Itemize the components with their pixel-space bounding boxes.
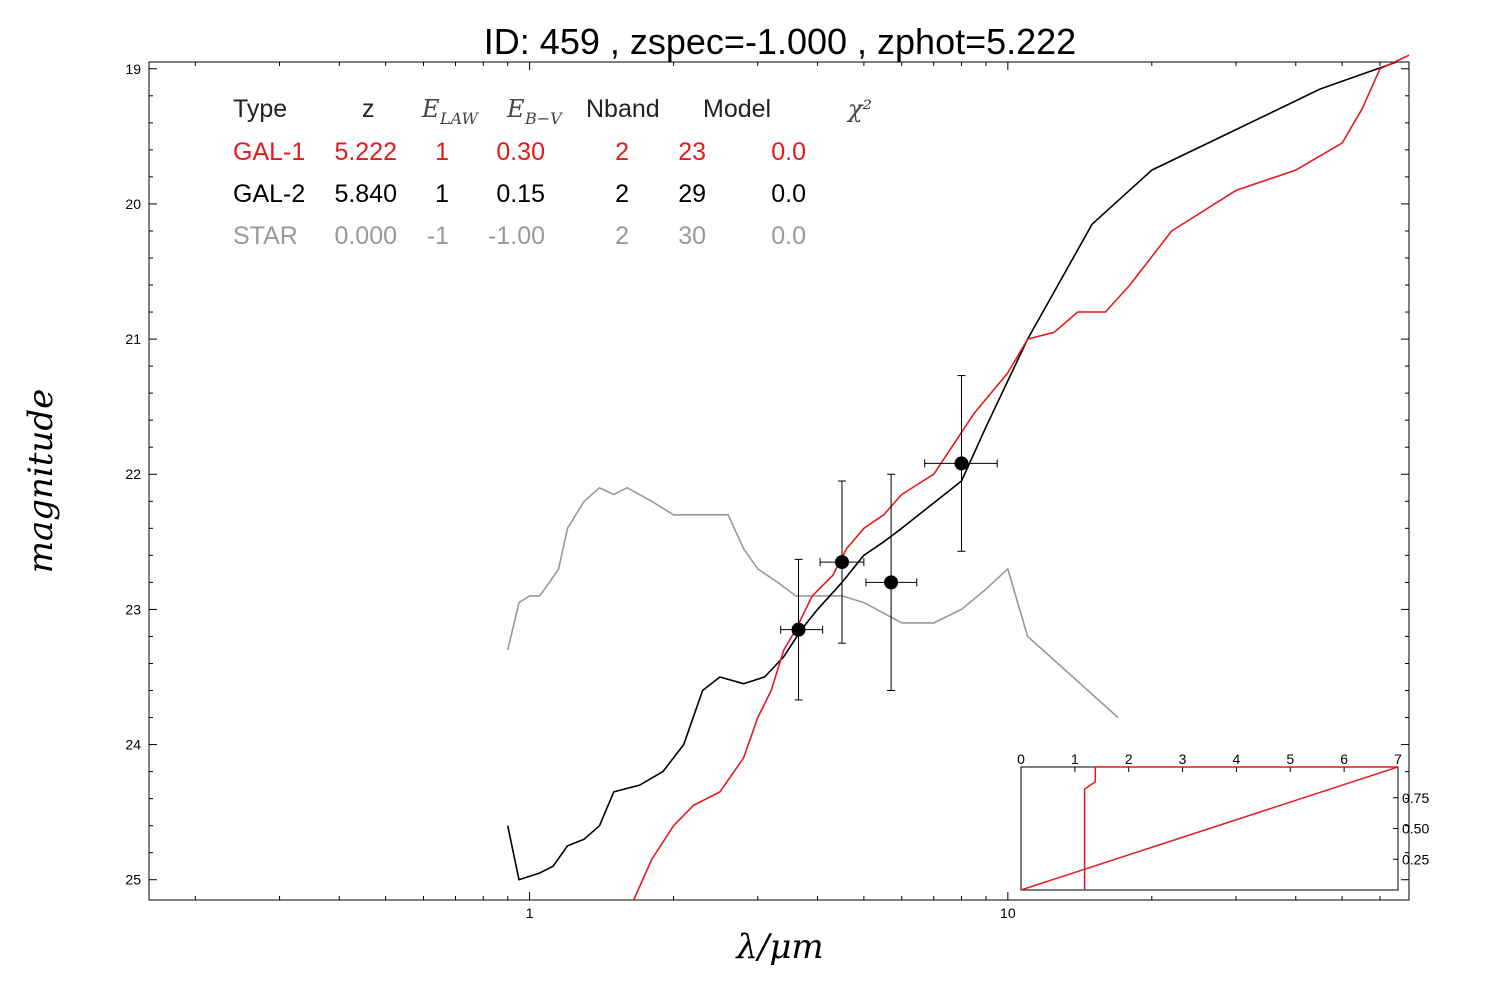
table-cell-model: 23 (678, 138, 706, 166)
header-ebv: E (506, 95, 525, 123)
series-layer (506, 54, 1410, 901)
x-axis-label: λ/μm (734, 927, 823, 967)
x-axis: 1 10 (194, 62, 1381, 921)
y-tick-label: 23 (125, 601, 141, 617)
table-cell-nband: 2 (615, 222, 629, 250)
phot-point (834, 555, 849, 570)
inset-y-tick-label: 0.75 (1402, 790, 1429, 806)
table-cell-elaw: -1 (427, 222, 449, 250)
y-tick-label: 20 (125, 196, 141, 212)
table-cell-type: GAL-2 (233, 180, 305, 208)
inset-line-1 (1020, 766, 1399, 891)
inset-x-tick-label: 7 (1394, 751, 1402, 767)
series-line-gal-1 (632, 54, 1410, 901)
table-cell-model: 29 (678, 180, 706, 208)
table-cell-ebv: 0.15 (496, 180, 545, 208)
table-cell-chi2: 0.0 (771, 222, 806, 250)
inset-x-tick-label: 1 (1071, 751, 1079, 767)
inset-line-2 (1083, 766, 1398, 890)
phot-point (791, 622, 806, 637)
header-chi2: χ² (846, 95, 872, 123)
table-cell-elaw: 1 (435, 138, 449, 166)
y-tick-label: 24 (125, 737, 141, 753)
header-nband: Nband (586, 95, 660, 123)
fit-table: Type z E LAW E B−V Nband Model χ² GAL-1 5… (233, 95, 872, 250)
table-cell-model: 30 (678, 222, 706, 250)
y-axis-label: magnitude (21, 389, 61, 574)
inset-x-tick-label: 3 (1179, 751, 1187, 767)
y-tick-label: 22 (125, 466, 141, 482)
series-line-gal-2 (506, 61, 1397, 881)
table-cell-z: 5.222 (334, 138, 397, 166)
table-cell-z: 0.000 (334, 222, 397, 250)
x-tick-label: 1 (526, 905, 534, 921)
table-rows: GAL-1 5.222 1 0.30 2 23 0.0 GAL-2 5.840 1 0.15 2 29 0… (233, 138, 806, 250)
y-tick-label: 25 (125, 872, 141, 888)
chart-title: ID: 459 , zspec=-1.000 , zphot=5.222 (484, 21, 1076, 62)
inset-x-tick-label: 2 (1125, 751, 1133, 767)
table-cell-ebv: 0.30 (496, 138, 545, 166)
inset-series (1020, 766, 1399, 891)
inset-y-tick-label: 0.25 (1402, 851, 1429, 867)
header-z: z (362, 95, 375, 123)
table-cell-type: STAR (233, 222, 298, 250)
table-cell-nband: 2 (615, 180, 629, 208)
table-cell-nband: 2 (615, 138, 629, 166)
x-tick-label: 10 (1000, 905, 1016, 921)
plot-frame (148, 61, 1410, 901)
table-cell-type: GAL-1 (233, 138, 305, 166)
table-cell-ebv: -1.00 (488, 222, 545, 250)
header-elaw-sub: LAW (439, 109, 480, 128)
table-cell-elaw: 1 (435, 180, 449, 208)
header-model: Model (703, 95, 771, 123)
photometry-layer (780, 375, 998, 701)
table-cell-z: 5.840 (334, 180, 397, 208)
y-tick-label: 19 (125, 61, 141, 77)
inset-axes: 0 1 2 3 4 5 6 7 0.25 0.50 0.75 (1017, 751, 1429, 867)
inset-x-tick-label: 4 (1233, 751, 1241, 767)
table-cell-chi2: 0.0 (771, 180, 806, 208)
inset-x-tick-label: 6 (1340, 751, 1348, 767)
header-elaw: E (421, 95, 440, 123)
header-type: Type (233, 95, 287, 123)
inset-y-tick-label: 0.50 (1402, 821, 1429, 837)
phot-point (884, 575, 899, 590)
inset-x-tick-label: 5 (1286, 751, 1294, 767)
inset-x-tick-label: 0 (1017, 751, 1025, 767)
y-tick-label: 21 (125, 331, 141, 347)
series-line-star (506, 486, 1119, 719)
header-ebv-sub: B−V (524, 109, 563, 128)
phot-point (954, 456, 969, 471)
table-cell-chi2: 0.0 (771, 138, 806, 166)
redshift-pdf-inset: 0 1 2 3 4 5 6 7 0.25 0.50 0.75 (1017, 751, 1429, 891)
